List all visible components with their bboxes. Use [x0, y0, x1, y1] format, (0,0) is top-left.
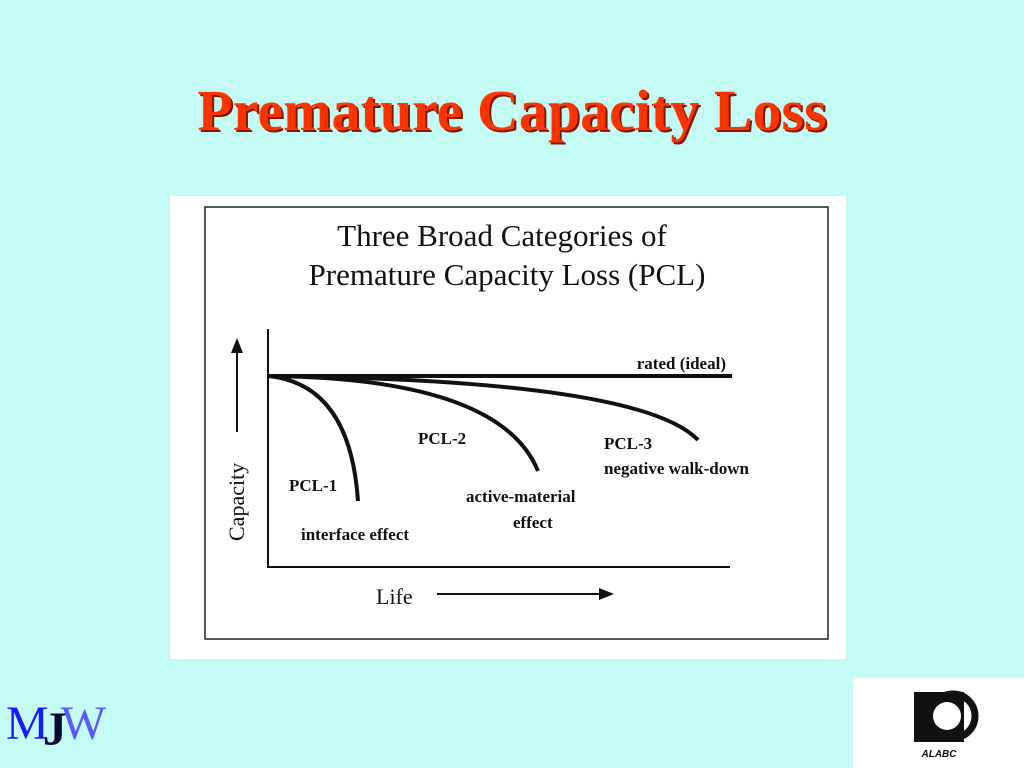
- alabc-logo: ALABC: [914, 690, 979, 760]
- mjw-logo-w: W: [60, 697, 106, 750]
- label-pcl-1: PCL-1: [289, 476, 337, 495]
- alabc-logo-box: ALABC: [853, 678, 1024, 768]
- label-pcl-3-desc: negative walk-down: [604, 459, 750, 478]
- mjw-logo-j: J: [42, 703, 67, 756]
- figure-panel: Three Broad Categories of Premature Capa…: [170, 196, 846, 659]
- curve-pcl-3: [267, 374, 700, 442]
- slide-title: Premature Capacity Loss: [197, 78, 827, 143]
- label-pcl-1-desc: interface effect: [301, 525, 409, 544]
- pcl-diagram: Three Broad Categories of Premature Capa…: [204, 206, 829, 640]
- alabc-logo-text: ALABC: [921, 749, 958, 760]
- curve-pcl-1: [267, 374, 360, 502]
- mjw-logo: MJW: [6, 697, 106, 754]
- alabc-logo-inner: [933, 702, 961, 730]
- mjw-logo-m: M: [6, 697, 49, 750]
- label-pcl-3: PCL-3: [604, 434, 652, 453]
- figure-title-line1: Three Broad Categories of: [337, 218, 667, 253]
- figure-frame: [204, 206, 829, 640]
- alabc-logo-ring: [927, 690, 979, 742]
- y-axis-arrowhead: [231, 338, 243, 353]
- label-pcl-2-desc-1: active-material: [466, 487, 576, 506]
- figure-title-line2: Premature Capacity Loss (PCL): [309, 257, 706, 292]
- x-axis-label: Life: [376, 584, 413, 609]
- y-axis-label: Capacity: [224, 463, 249, 541]
- label-rated-ideal: rated (ideal): [637, 354, 726, 373]
- label-pcl-2: PCL-2: [418, 429, 466, 448]
- label-pcl-2-desc-2: effect: [513, 513, 553, 532]
- x-axis-arrowhead: [599, 588, 614, 600]
